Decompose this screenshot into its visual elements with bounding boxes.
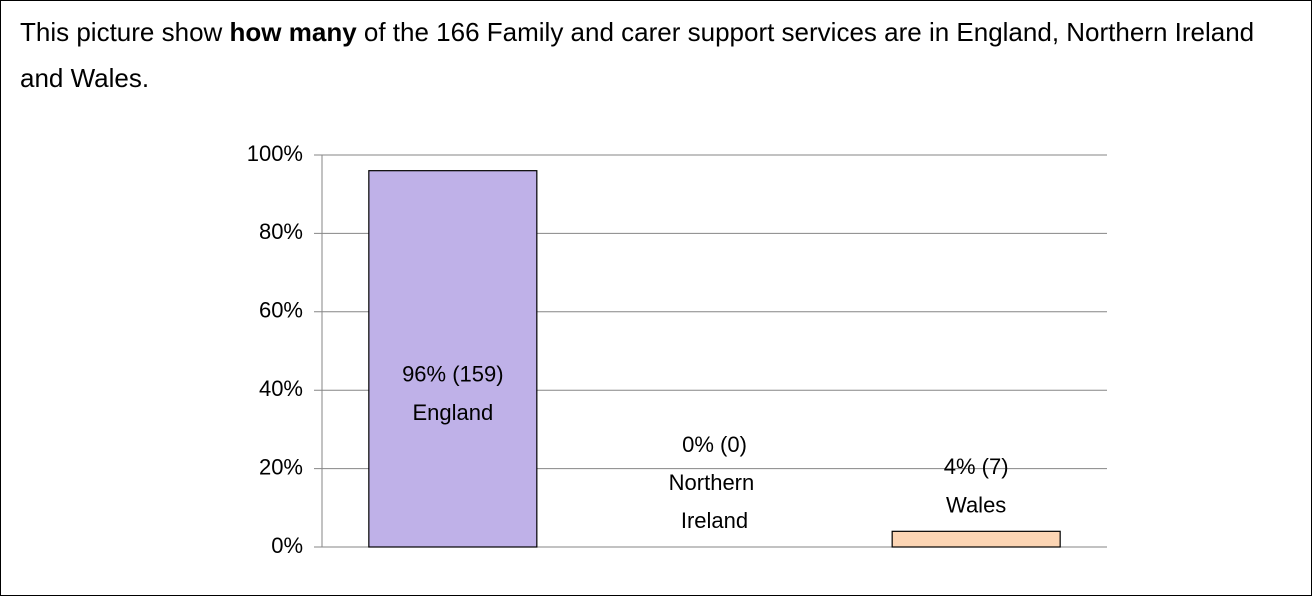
description-text: This picture show — [20, 17, 230, 47]
bar — [368, 170, 538, 548]
category-label: Northern Ireland — [669, 470, 761, 533]
description-text: of the 166 Family and carer support serv… — [20, 17, 1255, 93]
y-tick-label: 40% — [259, 376, 303, 401]
y-tick-label: 0% — [271, 533, 303, 558]
category-line: Wales — [946, 492, 1006, 517]
description-emphasis: how many — [229, 17, 357, 47]
category-label: Wales — [946, 492, 1006, 517]
bar — [891, 530, 1061, 548]
description: This picture show how many of the 166 Fa… — [20, 9, 1290, 101]
category-line: England — [412, 400, 493, 425]
data-label: 96% (159) — [402, 362, 504, 387]
y-tick-label: 80% — [259, 219, 303, 244]
y-tick-label: 20% — [259, 454, 303, 479]
data-label: 4% (7) — [944, 454, 1009, 479]
y-tick-label: 60% — [259, 298, 303, 323]
category-label: England — [412, 400, 493, 425]
y-tick-label: 100% — [247, 141, 303, 166]
data-label: 0% (0) — [682, 432, 747, 457]
category-line: Ireland — [681, 508, 748, 533]
category-line: Northern — [669, 470, 761, 495]
